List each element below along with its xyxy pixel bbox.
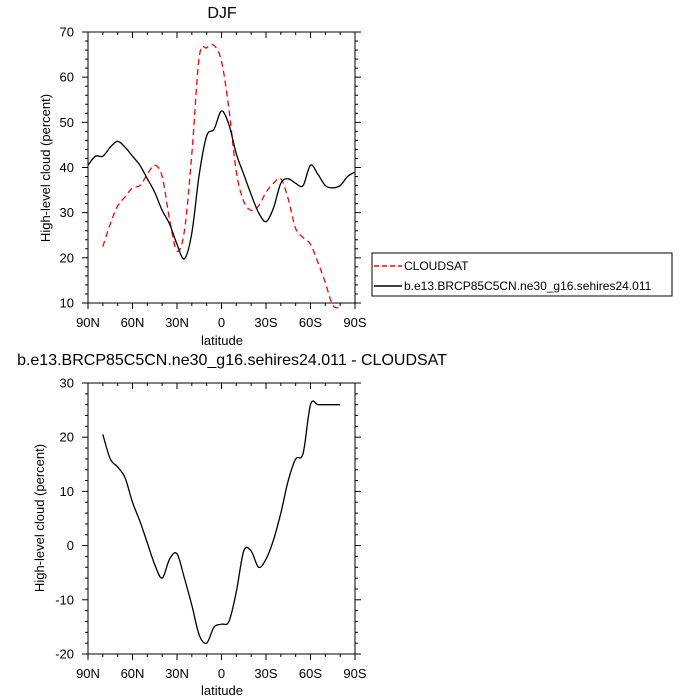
chart-2-y-axis-label: High-level cloud (percent)	[32, 444, 47, 592]
chart-1-plot-frame	[87, 31, 356, 304]
chart-1-series	[87, 44, 356, 309]
y-tick-label: -10	[55, 592, 74, 607]
y-tick-label: 40	[60, 160, 74, 175]
y-tick-label: 60	[60, 70, 74, 85]
chart-1-x-axis: 90N 60N 30N 0 30S 60S 90S	[76, 32, 367, 330]
chart-2-x-axis: 90N 60N 30N 0 30S 60S 90S	[76, 383, 367, 681]
x-tick-label: 60N	[121, 315, 145, 330]
legend-label-model: b.e13.BRCP85C5CN.ne30_g16.sehires24.011	[404, 279, 652, 293]
chart-1-y-axis-label: High-level cloud (percent)	[38, 94, 53, 242]
legend-box	[371, 252, 673, 297]
x-tick-label: 90S	[343, 666, 366, 681]
y-tick-label: 10	[60, 484, 74, 499]
chart-2-x-axis-label: latitude	[201, 683, 243, 698]
chart-2: b.e13.BRCP85C5CN.ne30_g16.sehires24.011 …	[17, 352, 447, 698]
chart-1-legend: CLOUDSAT b.e13.BRCP85C5CN.ne30_g16.sehir…	[371, 252, 673, 297]
chart-2-series	[102, 400, 341, 645]
x-tick-label: 0	[218, 666, 225, 681]
x-tick-label: 90N	[76, 666, 100, 681]
y-tick-label: -20	[55, 647, 74, 662]
chart-2-plot-frame	[87, 382, 356, 655]
x-tick-label: 0	[218, 315, 225, 330]
chart-1-x-axis-label: latitude	[201, 333, 243, 348]
x-tick-label: 60S	[299, 666, 322, 681]
chart-1: DJF 90N 60N 30N 0 30S 60S 90S 10 20 30 40 50 60 70 l…	[38, 5, 673, 348]
legend-label-cloudsat: CLOUDSAT	[404, 259, 469, 273]
x-tick-label: 30S	[254, 315, 277, 330]
x-tick-label: 60N	[121, 666, 145, 681]
y-tick-label: 20	[60, 430, 74, 445]
chart-1-y-axis: 10 20 30 40 50 60 70	[60, 25, 361, 311]
chart-2-y-axis: -20 -10 0 10 20 30	[55, 376, 361, 662]
series-line-1-1	[87, 110, 356, 260]
x-tick-label: 60S	[299, 315, 322, 330]
series-line-1-0	[102, 44, 341, 309]
y-tick-label: 50	[60, 115, 74, 130]
y-tick-label: 30	[60, 376, 74, 391]
x-tick-label: 90S	[343, 315, 366, 330]
x-tick-label: 90N	[76, 315, 100, 330]
y-tick-label: 10	[60, 296, 74, 311]
chart-1-title: DJF	[207, 5, 237, 22]
y-tick-label: 30	[60, 205, 74, 220]
x-tick-label: 30S	[254, 666, 277, 681]
y-tick-label: 20	[60, 250, 74, 265]
x-tick-label: 30N	[165, 666, 189, 681]
chart-2-title: b.e13.BRCP85C5CN.ne30_g16.sehires24.011 …	[17, 352, 447, 369]
y-tick-label: 0	[67, 538, 74, 553]
series-line-2-0	[102, 400, 341, 645]
y-tick-label: 70	[60, 25, 74, 40]
x-tick-label: 30N	[165, 315, 189, 330]
